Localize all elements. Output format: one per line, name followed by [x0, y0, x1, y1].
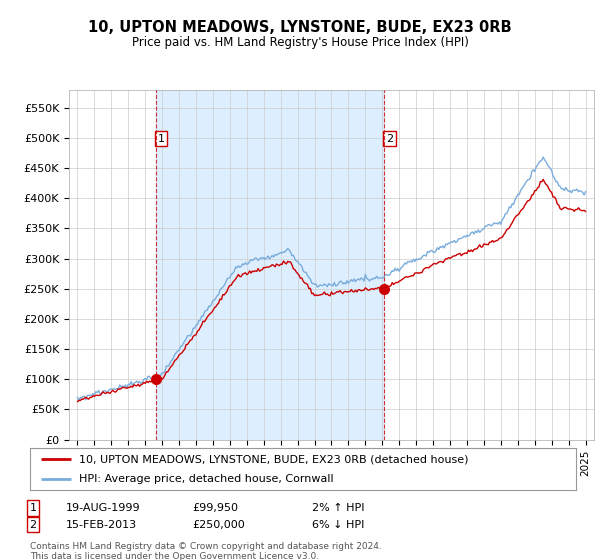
Text: 10, UPTON MEADOWS, LYNSTONE, BUDE, EX23 0RB: 10, UPTON MEADOWS, LYNSTONE, BUDE, EX23 … [88, 20, 512, 35]
Text: 6% ↓ HPI: 6% ↓ HPI [312, 520, 364, 530]
Bar [156, 90, 385, 440]
Text: HPI: Average price, detached house, Cornwall: HPI: Average price, detached house, Corn… [79, 474, 334, 484]
Text: 19-AUG-1999: 19-AUG-1999 [66, 503, 140, 513]
Text: 1: 1 [29, 503, 37, 513]
Text: 2: 2 [386, 134, 393, 143]
Text: 2% ↑ HPI: 2% ↑ HPI [312, 503, 365, 513]
Text: £250,000: £250,000 [192, 520, 245, 530]
Text: 10, UPTON MEADOWS, LYNSTONE, BUDE, EX23 0RB (detached house): 10, UPTON MEADOWS, LYNSTONE, BUDE, EX23 … [79, 454, 469, 464]
Text: Contains HM Land Registry data © Crown copyright and database right 2024.
This d: Contains HM Land Registry data © Crown c… [30, 542, 382, 560]
Text: £99,950: £99,950 [192, 503, 238, 513]
Text: Price paid vs. HM Land Registry's House Price Index (HPI): Price paid vs. HM Land Registry's House … [131, 36, 469, 49]
Text: 2: 2 [29, 520, 37, 530]
Text: 15-FEB-2013: 15-FEB-2013 [66, 520, 137, 530]
Text: 1: 1 [157, 134, 164, 143]
